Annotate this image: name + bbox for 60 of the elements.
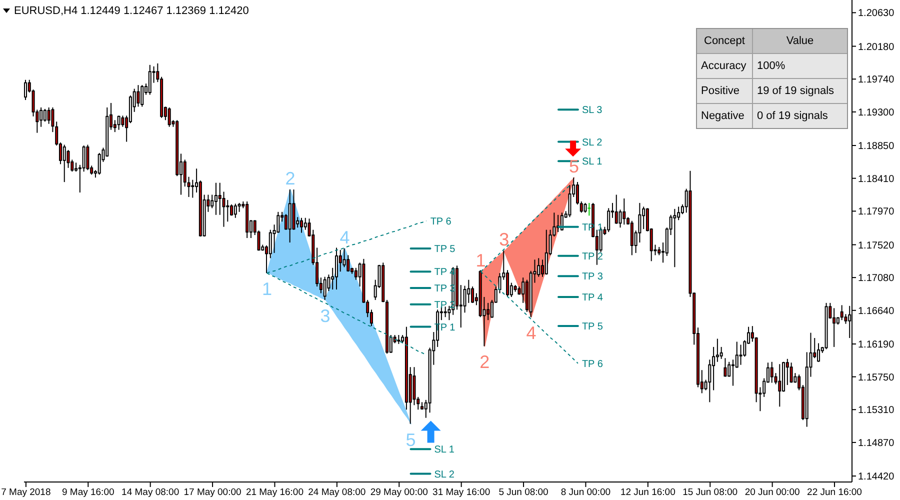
- annotation: 1: [476, 250, 486, 271]
- x-tick-label: 14 May 08:00: [122, 487, 180, 498]
- annotation: Negative: [697, 104, 753, 128]
- y-tick-label: 1.18850: [858, 141, 895, 152]
- annotation: 100%: [753, 54, 847, 79]
- y-tick-label: 1.18410: [858, 174, 895, 185]
- x-tick-label: 7 May 2018: [1, 487, 51, 498]
- y-tick-label: 1.20630: [858, 8, 895, 20]
- series-label: SL 1: [434, 444, 455, 456]
- annotation: 5: [406, 430, 416, 450]
- series-label: SL 2: [582, 137, 603, 148]
- x-tick-label: 5 Jun 08:00: [498, 487, 548, 498]
- series-label: SL 1: [582, 156, 603, 168]
- x-tick-label: 24 May 08:00: [308, 487, 366, 498]
- x-tick-label: 8 Jun 00:00: [560, 487, 611, 498]
- x-tick-label: 12 Jun 16:00: [620, 487, 676, 498]
- y-tick-label: 1.14420: [858, 472, 895, 483]
- series-label: TP 4: [582, 292, 604, 304]
- annotation: Positive: [697, 79, 753, 104]
- annotation: 2: [480, 352, 490, 372]
- series-label: TP 5: [582, 322, 604, 333]
- x-tick-label: 29 May 00:00: [370, 487, 428, 498]
- y-tick-label: 1.15750: [858, 372, 895, 384]
- x-tick-label: 31 May 16:00: [432, 487, 490, 498]
- y-tick-label: 1.15310: [858, 405, 895, 416]
- annotation: 5: [569, 156, 580, 177]
- y-tick-label: 1.16190: [858, 340, 895, 351]
- y-tick-label: 1.20180: [858, 42, 895, 53]
- annotation: 0 of 19 signals: [753, 104, 847, 128]
- annotation: 4: [526, 323, 536, 344]
- x-tick-label: 20 Jun 00:00: [744, 487, 800, 498]
- annotation: Concept: [697, 29, 753, 54]
- y-tick-label: 1.14870: [858, 438, 895, 450]
- series-label: TP 2: [582, 251, 604, 262]
- y-tick-label: 1.17080: [858, 273, 895, 284]
- y-tick-label: 1.17970: [858, 206, 895, 218]
- series-label: TP 6: [582, 358, 604, 370]
- y-tick-label: 1.17520: [858, 240, 895, 252]
- annotation: 3: [499, 230, 510, 250]
- annotation: 19 of 19 signals: [753, 79, 847, 104]
- annotation: 2: [285, 168, 296, 189]
- y-tick-label: 1.19300: [858, 107, 895, 118]
- x-tick-label: 22 Jun 16:00: [807, 487, 862, 498]
- series-label: SL 3: [582, 105, 603, 116]
- annotation: 1: [262, 279, 272, 300]
- annotation: Value: [753, 29, 847, 54]
- y-tick-label: 1.16640: [858, 306, 895, 317]
- series-label: SL 2: [434, 469, 455, 480]
- series-label: TP 3: [582, 272, 604, 283]
- x-tick-label: 15 Jun 08:00: [682, 487, 738, 498]
- x-tick-label: 21 May 16:00: [246, 487, 304, 498]
- y-tick-label: 1.19740: [858, 74, 895, 86]
- series-label: TP 6: [430, 216, 452, 228]
- annotation: 3: [320, 306, 330, 326]
- series-label: TP 5: [434, 244, 456, 255]
- x-tick-label: 17 May 00:00: [184, 487, 242, 498]
- annotation: Accuracy: [697, 54, 753, 79]
- annotation: 4: [340, 227, 350, 248]
- chart-title: EURUSD,H4 1.12449 1.12467 1.12369 1.12420: [14, 5, 249, 17]
- x-tick-label: 9 May 16:00: [62, 487, 114, 498]
